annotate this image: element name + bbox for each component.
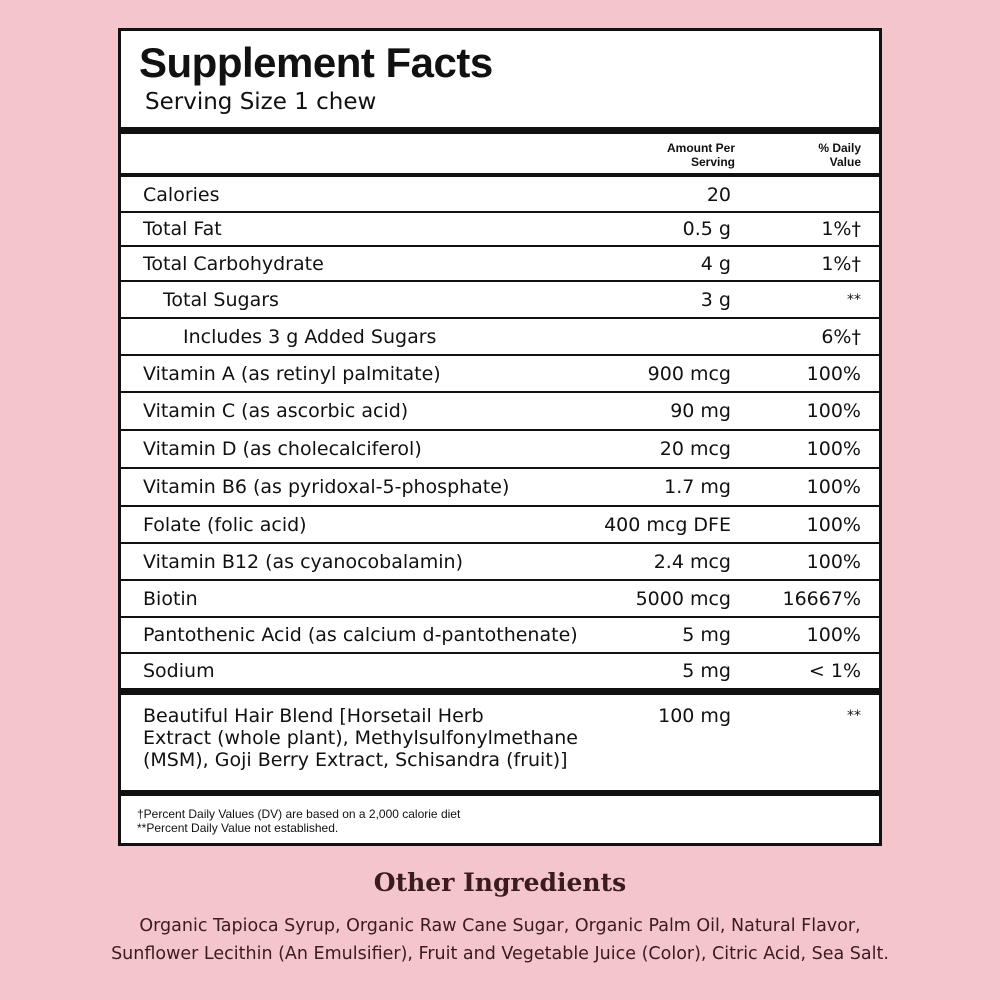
footnote: †Percent Daily Values (DV) are based on … bbox=[137, 807, 461, 821]
nutrient-dv: 1%† bbox=[821, 218, 861, 240]
nutrient-dv: 100% bbox=[806, 624, 861, 646]
nutrient-dv: 100% bbox=[806, 438, 861, 460]
footnote: **Percent Daily Value not established. bbox=[137, 821, 339, 835]
nutrient-name: Total Carbohydrate bbox=[143, 252, 324, 275]
ingredients-line: Sunflower Lecithin (An Emulsifier), Frui… bbox=[111, 944, 889, 964]
blend-dv: ** bbox=[847, 708, 861, 724]
nutrient-dv: 16667% bbox=[782, 587, 862, 610]
row-rule bbox=[121, 505, 879, 507]
nutrient-amount: 20 mcg bbox=[659, 438, 731, 460]
nutrient-name: Vitamin D (as cholecalciferol) bbox=[143, 438, 422, 460]
thick-rule bbox=[121, 173, 879, 177]
serving-size: Serving Size 1 chew bbox=[145, 89, 377, 115]
dv-header: % Daily Value bbox=[818, 141, 861, 169]
nutrient-name: Total Sugars bbox=[163, 288, 279, 311]
nutrient-amount: 400 mcg DFE bbox=[604, 513, 731, 536]
nutrient-name: Includes 3 g Added Sugars bbox=[183, 325, 437, 348]
nutrient-name: Sodium bbox=[143, 659, 215, 682]
nutrient-amount: 20 bbox=[706, 183, 731, 206]
blend-line: Beautiful Hair Blend [Horsetail Herb bbox=[143, 705, 484, 727]
nutrient-amount: 0.5 g bbox=[682, 218, 731, 240]
amount-header: Amount Per Serving bbox=[667, 141, 735, 169]
nutrient-amount: 5000 mcg bbox=[635, 587, 731, 610]
nutrient-dv: ** bbox=[847, 291, 861, 308]
nutrient-dv: 100% bbox=[806, 476, 861, 498]
row-rule bbox=[121, 317, 879, 319]
thick-rule bbox=[121, 790, 879, 796]
ingredients-line: Organic Tapioca Syrup, Organic Raw Cane … bbox=[139, 916, 861, 936]
nutrient-amount: 3 g bbox=[700, 288, 731, 311]
nutrient-name: Folate (folic acid) bbox=[143, 513, 307, 536]
header-line: Value bbox=[829, 155, 861, 169]
nutrient-amount: 1.7 mg bbox=[664, 476, 731, 498]
blend-line: Extract (whole plant), Methylsulfonylmet… bbox=[143, 727, 578, 749]
nutrient-name: Pantothenic Acid (as calcium d-pantothen… bbox=[143, 624, 578, 646]
row-rule bbox=[121, 280, 879, 282]
row-rule bbox=[121, 354, 879, 356]
row-rule bbox=[121, 429, 879, 431]
nutrient-amount: 900 mcg bbox=[647, 362, 731, 385]
row-rule bbox=[121, 391, 879, 393]
nutrient-amount: 5 mg bbox=[682, 624, 731, 646]
supplement-facts-panel: Supplement Facts Serving Size 1 chew Amo… bbox=[118, 28, 882, 846]
nutrient-name: Total Fat bbox=[143, 218, 222, 240]
nutrient-name: Calories bbox=[143, 183, 220, 206]
nutrient-dv: 6%† bbox=[821, 325, 861, 348]
row-rule bbox=[121, 245, 879, 247]
nutrient-amount: 5 mg bbox=[682, 659, 731, 682]
blend-amount: 100 mg bbox=[658, 705, 731, 727]
nutrient-name: Biotin bbox=[143, 587, 198, 610]
panel-title: Supplement Facts bbox=[139, 39, 493, 86]
row-rule bbox=[121, 211, 879, 213]
nutrient-dv: 100% bbox=[806, 513, 861, 536]
nutrient-name: Vitamin B12 (as cyanocobalamin) bbox=[143, 550, 464, 573]
row-rule bbox=[121, 542, 879, 544]
row-rule bbox=[121, 579, 879, 581]
row-rule bbox=[121, 616, 879, 618]
nutrient-dv: < 1% bbox=[808, 659, 861, 682]
nutrient-amount: 4 g bbox=[700, 252, 731, 275]
nutrient-dv: 100% bbox=[806, 550, 861, 573]
blend-line: (MSM), Goji Berry Extract, Schisandra (f… bbox=[143, 749, 568, 771]
nutrient-amount: 90 mg bbox=[670, 400, 731, 422]
nutrient-name: Vitamin A (as retinyl palmitate) bbox=[143, 362, 441, 385]
nutrient-name: Vitamin B6 (as pyridoxal-5-phosphate) bbox=[143, 476, 510, 498]
nutrient-dv: 1%† bbox=[821, 252, 861, 275]
thick-rule bbox=[121, 688, 879, 695]
row-rule bbox=[121, 652, 879, 654]
nutrient-amount: 2.4 mcg bbox=[653, 550, 731, 573]
other-ingredients-title: Other Ingredients bbox=[373, 868, 627, 897]
header-line: Amount Per bbox=[666, 141, 735, 155]
blend-name: Beautiful Hair Blend [Horsetail Herb Ext… bbox=[143, 705, 578, 771]
header-line: % Daily bbox=[818, 141, 861, 155]
nutrient-dv: 100% bbox=[806, 362, 861, 385]
header-line: Serving bbox=[690, 155, 735, 169]
nutrient-dv: 100% bbox=[806, 400, 861, 422]
nutrient-name: Vitamin C (as ascorbic acid) bbox=[143, 400, 409, 422]
thick-rule bbox=[121, 127, 879, 134]
row-rule bbox=[121, 467, 879, 469]
